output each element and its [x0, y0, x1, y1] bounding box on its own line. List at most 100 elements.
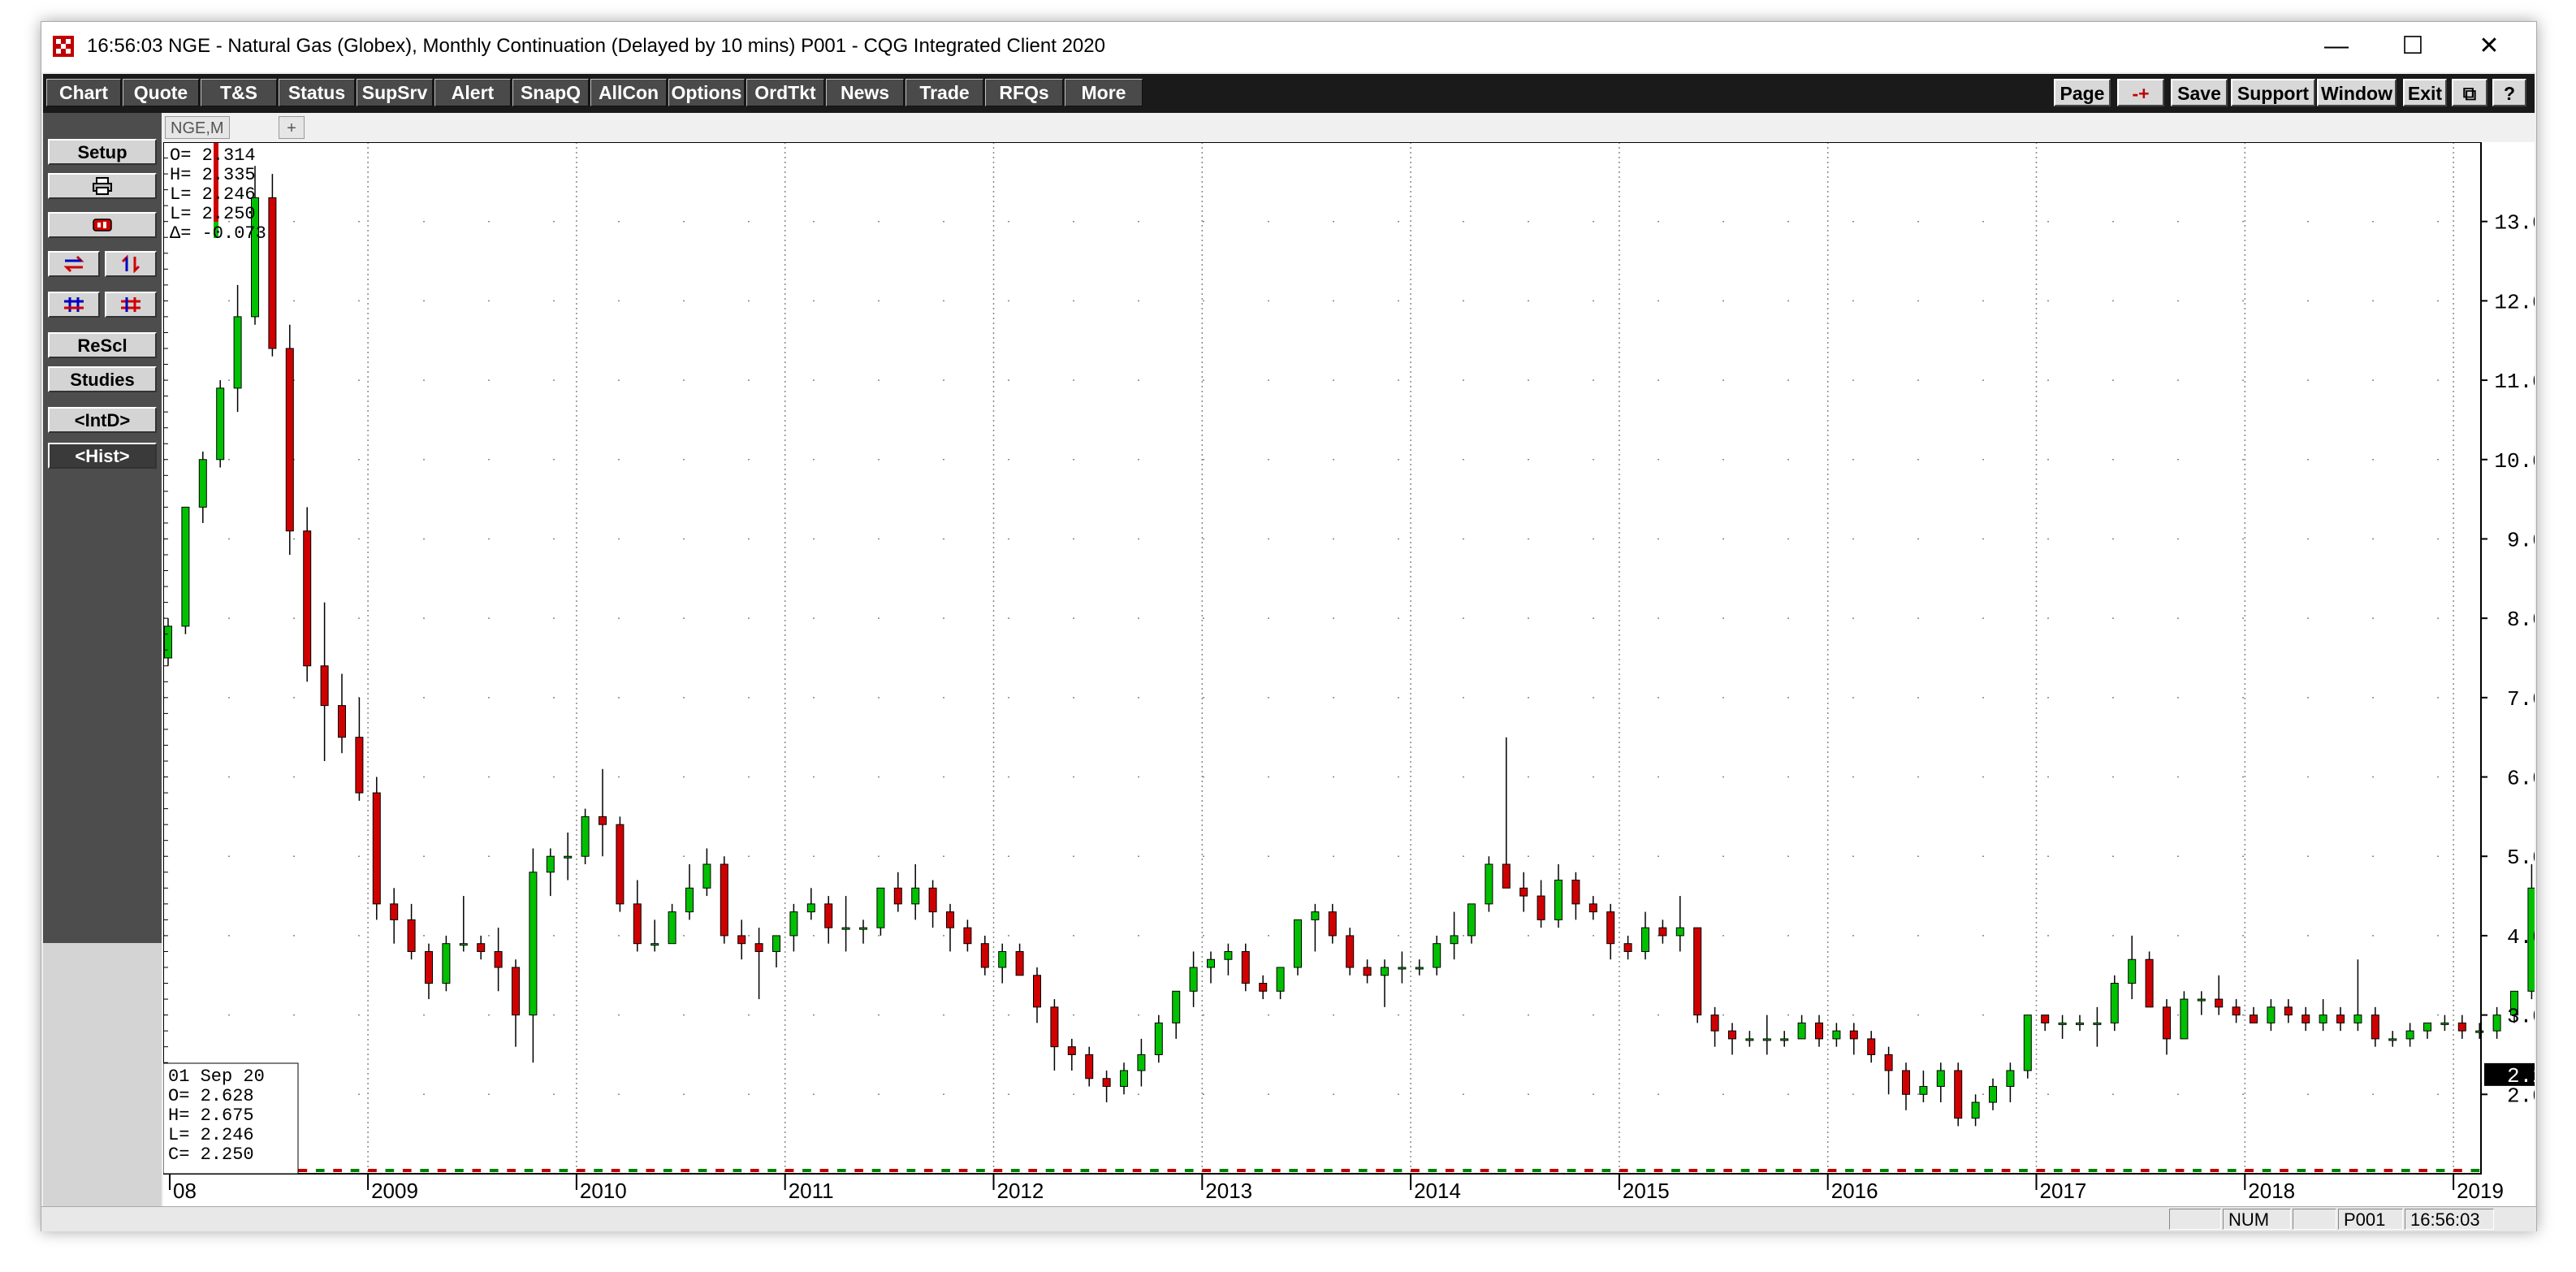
- title-bar: 16:56:03 NGE - Natural Gas (Globex), Mon…: [41, 22, 2536, 72]
- print-button[interactable]: [48, 173, 157, 199]
- more-button[interactable]: More: [1065, 79, 1143, 106]
- x-time-strip: [368, 1169, 377, 1172]
- minimize-button[interactable]: —: [2324, 32, 2349, 59]
- last-price-box: [2484, 1062, 2535, 1086]
- chart-type-button[interactable]: [48, 212, 157, 238]
- window-button[interactable]: Window: [2317, 79, 2397, 106]
- news-button[interactable]: News: [826, 79, 904, 106]
- snapq-button[interactable]: SnapQ: [512, 79, 589, 106]
- x-time-strip: [1010, 1169, 1020, 1172]
- alert-button[interactable]: Alert: [434, 79, 511, 106]
- candle-up: [529, 872, 538, 1016]
- intraday-button[interactable]: <IntD>: [48, 407, 157, 433]
- x-time-strip: [2227, 1169, 2237, 1172]
- expand-button[interactable]: [105, 292, 157, 318]
- ordtkt-button[interactable]: OrdTkt: [746, 79, 824, 106]
- candle-up: [2058, 1022, 2067, 1025]
- readout-open: O= 2.314: [170, 145, 256, 166]
- x-time-strip: [1254, 1169, 1264, 1172]
- x-time-strip: [1428, 1169, 1437, 1172]
- chart-button[interactable]: Chart: [46, 79, 121, 106]
- studies-button[interactable]: Studies: [48, 366, 157, 392]
- candle-down: [1346, 935, 1355, 968]
- x-time-strip: [646, 1169, 655, 1172]
- x-time-strip: [559, 1169, 568, 1172]
- candle-down: [1588, 903, 1597, 913]
- close-button[interactable]: ✕: [2479, 32, 2500, 59]
- trade-button[interactable]: Trade: [905, 79, 983, 106]
- x-time-strip: [819, 1169, 829, 1172]
- tab-nge-monthly[interactable]: NGE,M: [165, 116, 230, 139]
- candle-up: [876, 887, 885, 928]
- y-tick-label: 3.000: [2507, 1005, 2535, 1029]
- save-button[interactable]: Save: [2171, 79, 2228, 106]
- y-tick-label: 12.000: [2494, 290, 2535, 314]
- candle-up: [1832, 1030, 1841, 1040]
- candle-up: [1675, 927, 1684, 937]
- readout-high: H= 2.335: [170, 165, 256, 185]
- candle-down: [1519, 887, 1528, 897]
- x-time-strip: [1289, 1169, 1298, 1172]
- x-time-strip: [1845, 1169, 1854, 1172]
- candle-up: [233, 316, 242, 389]
- candle-down: [390, 903, 399, 920]
- candle-up: [2128, 958, 2137, 984]
- status-empty-1: [2169, 1209, 2221, 1230]
- page-button[interactable]: Page: [2054, 79, 2111, 106]
- candle-up: [459, 943, 468, 946]
- candle-up: [1554, 880, 1562, 920]
- setup-button[interactable]: Setup: [48, 139, 157, 165]
- status-button[interactable]: Status: [279, 79, 355, 106]
- rescale-button[interactable]: ReScl: [48, 332, 157, 358]
- x-time-strip: [1549, 1169, 1558, 1172]
- candle-down: [1867, 1038, 1876, 1055]
- supsrv-button[interactable]: SupSrv: [357, 79, 433, 106]
- candle-up: [2267, 1006, 2276, 1023]
- x-time-strip: [1219, 1169, 1229, 1172]
- candle-down: [893, 887, 902, 905]
- compress-button[interactable]: [48, 292, 100, 318]
- maximize-button[interactable]: ☐: [2401, 32, 2424, 59]
- swap-vertical-icon: [121, 254, 140, 274]
- candle-up: [650, 943, 659, 946]
- candle-up: [1172, 990, 1181, 1023]
- candle-up: [251, 197, 259, 318]
- restore-icon[interactable]: ⧉: [2452, 79, 2487, 106]
- options-button[interactable]: Options: [668, 79, 745, 106]
- candle-down: [2371, 1015, 2379, 1040]
- quote-button[interactable]: Quote: [123, 79, 199, 106]
- y-tick-label: 5.000: [2507, 846, 2535, 870]
- candle-up: [702, 863, 711, 889]
- support-button[interactable]: Support: [2231, 79, 2315, 106]
- candle-up: [564, 855, 573, 859]
- candle-down: [2041, 1015, 2050, 1023]
- allcon-button[interactable]: AllCon: [590, 79, 667, 106]
- x-time-strip: [1150, 1169, 1159, 1172]
- add-tab-button[interactable]: +: [279, 116, 305, 139]
- x-time-strip: [698, 1169, 707, 1172]
- candle-down: [1658, 927, 1667, 937]
- ts-button[interactable]: T&S: [201, 79, 277, 106]
- x-time-strip: [1879, 1169, 1889, 1172]
- candle-up: [1971, 1101, 1980, 1119]
- candle-up: [998, 950, 1007, 968]
- x-time-strip: [1758, 1169, 1767, 1172]
- x-time-strip: [1271, 1169, 1281, 1172]
- rfqs-button[interactable]: RFQs: [985, 79, 1063, 106]
- status-num: NUM: [2223, 1209, 2291, 1230]
- x-time-strip: [2453, 1169, 2462, 1172]
- swap-horizontal-button[interactable]: [48, 251, 100, 277]
- historical-button[interactable]: <Hist>: [48, 443, 157, 469]
- x-time-strip: [1966, 1169, 1976, 1172]
- swap-vertical-button[interactable]: [105, 251, 157, 277]
- exit-button[interactable]: Exit: [2403, 79, 2447, 106]
- help-button[interactable]: ?: [2492, 79, 2526, 106]
- price-chart[interactable]: 2.000 3.000 4.000 5.000 6.000 7.000 8.000 9.000…: [163, 142, 2535, 1206]
- x-time-strip: [767, 1169, 776, 1172]
- x-time-strip: [1306, 1169, 1316, 1172]
- zoom-button[interactable]: -+: [2117, 79, 2164, 106]
- x-time-strip: [2140, 1169, 2150, 1172]
- x-time-strip: [2245, 1169, 2254, 1172]
- x-time-strip: [1498, 1169, 1506, 1172]
- x-time-strip: [2123, 1169, 2133, 1172]
